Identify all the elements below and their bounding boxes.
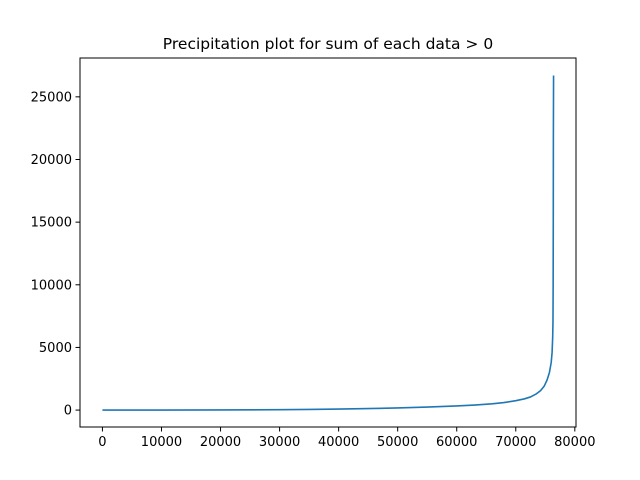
x-tick-label: 80000 <box>554 435 595 450</box>
x-tick-label: 70000 <box>495 435 536 450</box>
x-tick-label: 40000 <box>318 435 359 450</box>
chart-title: Precipitation plot for sum of each data … <box>163 35 493 53</box>
y-tick-label: 15000 <box>31 216 72 231</box>
y-tick-label: 20000 <box>31 153 72 168</box>
plot-background <box>80 58 576 427</box>
x-tick-label: 50000 <box>377 435 418 450</box>
x-tick-label: 20000 <box>200 435 241 450</box>
y-tick-label: 5000 <box>39 341 72 356</box>
x-tick-label: 0 <box>98 435 106 450</box>
series-line-0 <box>102 75 555 411</box>
x-tick-label: 30000 <box>259 435 300 450</box>
x-tick-label: 10000 <box>141 435 182 450</box>
x-axis: 0 10000 20000 30000 40000 50000 60000 70000 8000… <box>98 427 595 450</box>
y-axis: 0 5000 10000 15000 20000 25000 <box>31 90 80 419</box>
series-layer <box>102 75 555 411</box>
y-tick-label: 10000 <box>31 278 72 293</box>
plot-frame <box>79 57 577 428</box>
x-tick-label: 60000 <box>436 435 477 450</box>
y-tick-label: 25000 <box>31 90 72 105</box>
y-tick-label: 0 <box>64 404 72 419</box>
